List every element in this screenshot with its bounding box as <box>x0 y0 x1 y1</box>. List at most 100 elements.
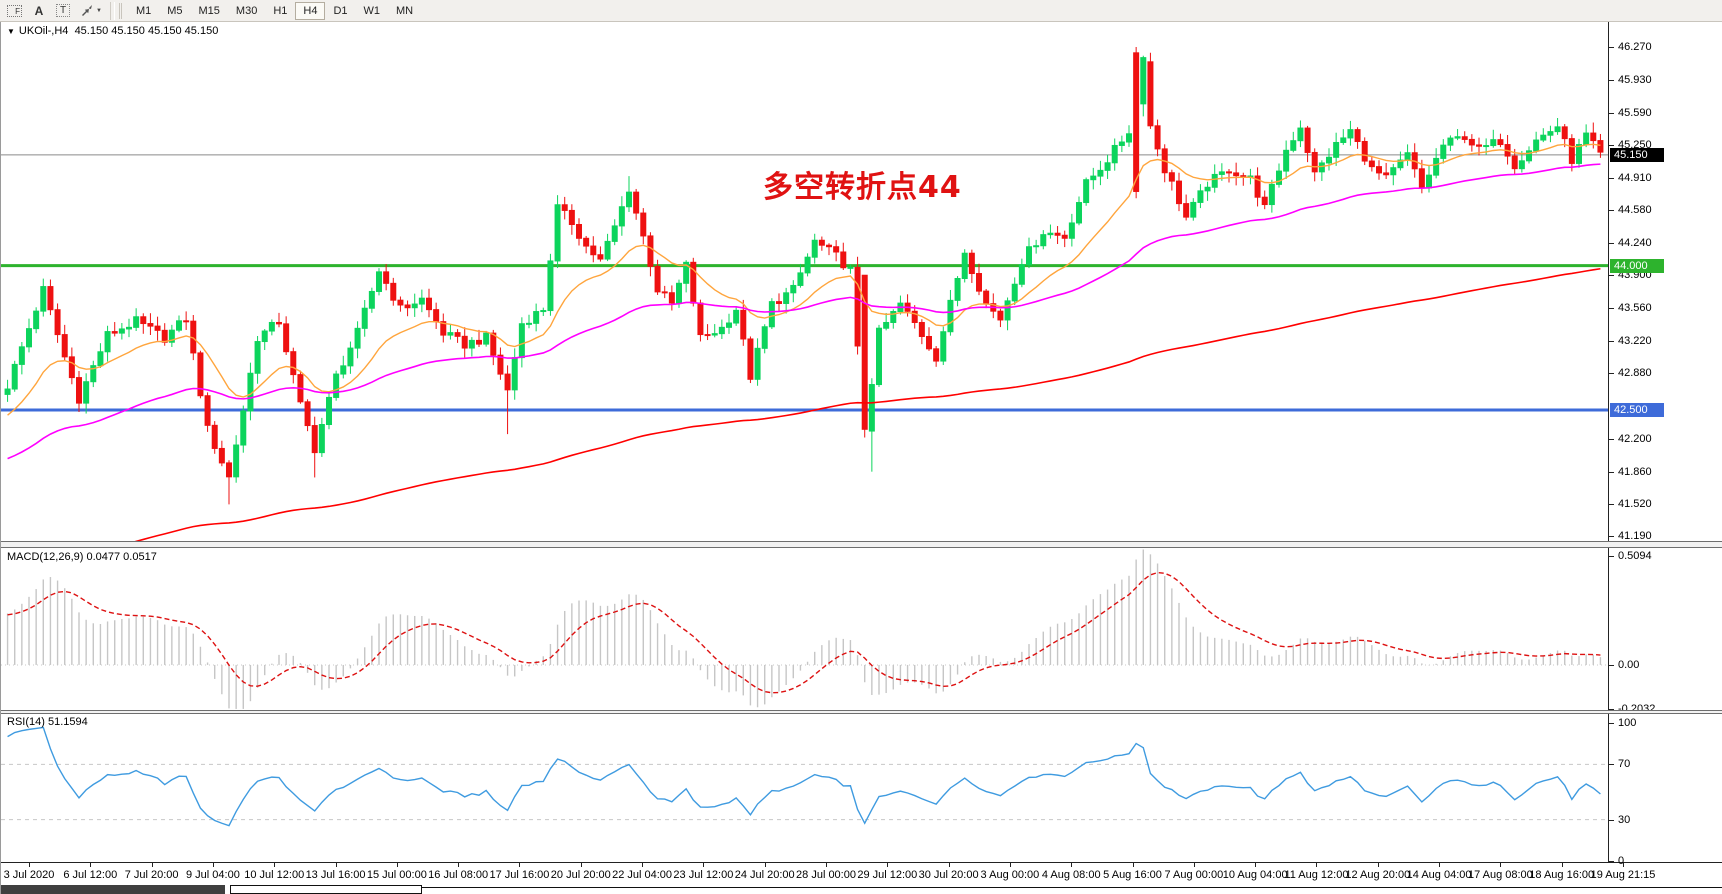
time-tick-mark <box>887 863 889 867</box>
timeframe-button-m30[interactable]: M30 <box>228 2 265 20</box>
timeframe-button-h1[interactable]: H1 <box>265 2 295 20</box>
chart-title: ▼ UKOil-,H4 45.150 45.150 45.150 45.150 <box>7 25 218 37</box>
axis-tick-mark <box>1609 340 1614 342</box>
ohlc-readout: 45.150 45.150 45.150 45.150 <box>74 25 219 37</box>
time-axis-label: 16 Jul 08:00 <box>428 869 489 881</box>
time-axis-label: 10 Jul 12:00 <box>244 869 305 881</box>
timeframe-button-m5[interactable]: M5 <box>159 2 190 20</box>
axis-tick-mark <box>1609 307 1614 309</box>
text-label-button[interactable]: T <box>52 1 74 21</box>
price-tick: 45.930 <box>1618 73 1652 86</box>
time-axis-label: 17 Jul 16:00 <box>489 869 550 881</box>
time-tick-mark <box>29 863 30 867</box>
time-axis-label: 20 Jul 20:00 <box>550 869 611 881</box>
bottom-tab-segment-2[interactable] <box>230 885 422 894</box>
macd-pane[interactable] <box>1 548 1608 710</box>
time-tick-mark <box>826 863 827 867</box>
timeframe-button-m1[interactable]: M1 <box>128 2 159 20</box>
price-tick: 41.190 <box>1618 530 1652 543</box>
time-axis-label: 19 Aug 21:15 <box>1590 869 1656 881</box>
price-axis[interactable]: 46.270 45.930 45.590 45.250 44.910 44.580 44.2… <box>1608 22 1722 867</box>
axis-tick-mark <box>1609 209 1614 211</box>
annotation-text[interactable]: 多空转折点44 <box>763 170 962 205</box>
price-tick: 0.5094 <box>1618 549 1652 562</box>
time-axis-label: 17 Aug 08:00 <box>1467 869 1533 881</box>
time-axis-label: 12 Aug 20:00 <box>1345 869 1411 881</box>
macd-signal-line <box>7 571 1601 694</box>
price-tick: 44.580 <box>1618 203 1652 216</box>
time-axis-label: 6 Jul 12:00 <box>63 869 118 881</box>
bottom-edge-line <box>422 887 1722 888</box>
time-tick-mark <box>1377 863 1379 867</box>
axis-tick-mark <box>1609 504 1614 506</box>
axis-tick-mark <box>1609 373 1614 375</box>
toolbar-grip <box>118 2 125 19</box>
time-tick-mark <box>151 863 153 867</box>
price-label-42500: 42.500 <box>1610 403 1664 418</box>
time-axis-label: 9 Jul 04:00 <box>186 869 240 881</box>
axis-tick-mark <box>1609 664 1614 666</box>
bottom-tab-segment-1[interactable] <box>1 885 225 894</box>
price-tick: 43.220 <box>1618 334 1652 347</box>
time-tick-mark <box>948 863 950 867</box>
draw-text-button[interactable]: A <box>28 1 50 21</box>
time-axis-label: 11 Aug 12:00 <box>1284 869 1349 881</box>
candles <box>4 47 1604 505</box>
timeframe-button-mn[interactable]: MN <box>388 2 421 20</box>
time-axis-label: 30 Jul 20:00 <box>918 869 979 881</box>
macd-label: MACD(12,26,9) 0.0477 0.0517 <box>7 551 157 563</box>
fibonacci-icon: F <box>7 4 22 17</box>
time-axis-label: 22 Jul 04:00 <box>612 869 673 881</box>
timeframe-button-w1[interactable]: W1 <box>356 2 389 20</box>
fibonacci-tool-button[interactable]: F <box>3 1 26 21</box>
chart-window[interactable]: ▼ UKOil-,H4 45.150 45.150 45.150 45.150 多… <box>0 22 1722 894</box>
rsi-pane[interactable] <box>1 714 1608 862</box>
chart-dropdown-icon[interactable]: ▼ <box>7 27 15 36</box>
text-label-icon: T <box>56 4 70 17</box>
price-tick: 46.270 <box>1618 41 1652 54</box>
timeframe-button-m15[interactable]: M15 <box>191 2 228 20</box>
axis-tick-mark <box>1609 242 1614 244</box>
time-axis-label: 4 Aug 08:00 <box>1041 869 1101 881</box>
axis-tick-mark <box>1609 722 1614 724</box>
time-tick-mark <box>1009 863 1011 867</box>
axis-tick-mark <box>1609 438 1614 440</box>
time-tick-mark <box>1316 863 1318 867</box>
time-axis-label: 3 Jul 2020 <box>3 869 55 881</box>
axis-tick-mark <box>1609 764 1614 766</box>
macd-histogram <box>6 549 1602 709</box>
axis-tick-mark <box>1609 471 1614 473</box>
time-tick-mark <box>642 863 644 867</box>
time-axis[interactable]: 3 Jul 2020 6 Jul 12:00 7 Jul 20:00 9 Jul 04… <box>1 862 1722 885</box>
time-tick-mark <box>519 863 521 867</box>
time-axis-label: 29 Jul 12:00 <box>857 869 918 881</box>
timeframe-toolbar: M1 M5 M15 M30 H1 H4 D1 W1 MN <box>128 1 421 20</box>
pane-splitter[interactable] <box>1 710 1722 714</box>
ma-fast <box>7 143 1601 416</box>
timeframe-button-d1[interactable]: D1 <box>325 2 355 20</box>
time-tick-mark <box>1132 863 1134 867</box>
price-tick: 43.560 <box>1618 301 1652 314</box>
axis-tick-mark <box>1609 177 1614 179</box>
axis-tick-mark <box>1609 536 1614 538</box>
pane-splitter[interactable] <box>1 541 1722 548</box>
time-axis-label: 18 Aug 16:00 <box>1529 869 1595 881</box>
timeframe-button-h4[interactable]: H4 <box>295 1 326 20</box>
price-tick: 0 <box>1618 855 1625 868</box>
time-tick-mark <box>1193 863 1195 867</box>
time-axis-label: 13 Jul 16:00 <box>305 869 366 881</box>
price-tick: 44.910 <box>1618 171 1652 184</box>
arrows-tool-button[interactable]: ▼ <box>76 1 106 21</box>
axis-tick-mark <box>1609 79 1614 81</box>
price-pane[interactable] <box>1 22 1608 541</box>
time-tick-mark <box>764 863 766 867</box>
time-tick-mark <box>1500 863 1502 867</box>
ma-mid <box>7 163 1601 460</box>
price-tick: 45.590 <box>1618 106 1652 119</box>
time-tick-mark <box>90 863 92 867</box>
time-axis-label: 7 Aug 00:00 <box>1164 869 1224 881</box>
axis-tick-mark <box>1609 819 1614 821</box>
symbol-timeframe-label: UKOil-,H4 <box>18 25 69 37</box>
axis-tick-mark <box>1609 47 1614 49</box>
